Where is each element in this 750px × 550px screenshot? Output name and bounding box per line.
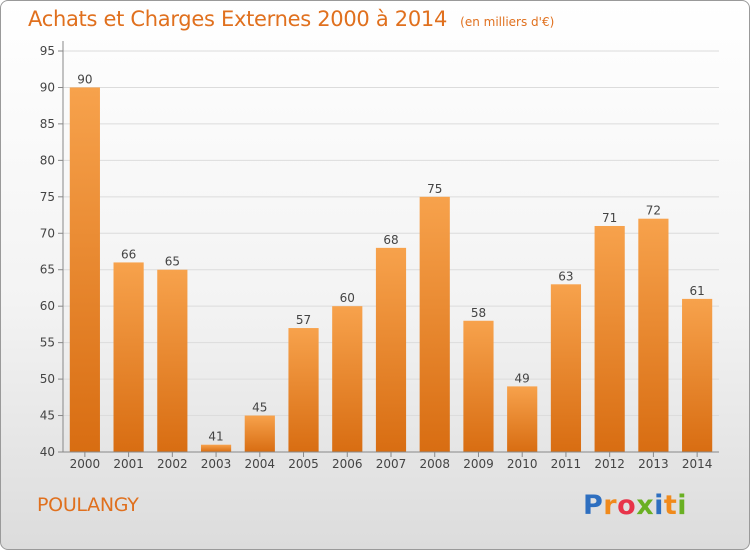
bar [332, 306, 363, 452]
x-tick-label: 2011 [551, 457, 582, 471]
bars: 90 66 65 41 45 57 60 68 75 58 49 63 71 72 61 [69, 72, 713, 453]
y-tick-label: 95 [40, 44, 55, 58]
bar [463, 320, 494, 452]
bar [69, 87, 100, 453]
logo-letter: i [677, 490, 688, 521]
y-tick-label: 80 [40, 153, 55, 167]
chart-title-text: Achats et Charges Externes 2000 à 2014 [28, 7, 448, 31]
x-tick-label: 2007 [376, 457, 407, 471]
y-tick-label: 75 [40, 190, 55, 204]
bar-value-label: 90 [77, 72, 92, 86]
bar-value-label: 63 [558, 269, 573, 283]
bar-value-label: 75 [427, 182, 442, 196]
bar-value-label: 49 [515, 371, 530, 385]
x-tick-label: 2013 [638, 457, 669, 471]
chart-unit: (en milliers d'€) [460, 15, 555, 29]
x-tick-label: 2008 [419, 457, 450, 471]
x-tick-label: 2010 [507, 457, 538, 471]
bar [638, 218, 669, 452]
y-tick-label: 40 [40, 445, 55, 459]
bar [419, 196, 450, 452]
bar [550, 284, 582, 452]
bar-value-label: 61 [689, 284, 704, 298]
x-tick-label: 2012 [594, 457, 625, 471]
logo-letter: x [636, 490, 655, 521]
y-tick-label: 50 [40, 372, 55, 386]
logo-letter: t [663, 490, 678, 521]
x-tick-label: 2006 [332, 457, 363, 471]
chart-title: Achats et Charges Externes 2000 à 2014 (… [28, 7, 554, 31]
bar-value-label: 57 [296, 313, 311, 327]
x-tick-label: 2005 [288, 457, 319, 471]
bar [113, 262, 144, 452]
bar [682, 298, 713, 452]
bar-value-label: 68 [383, 233, 398, 247]
logo-letter: r [603, 490, 618, 521]
bar [594, 225, 625, 452]
y-tick-label: 55 [40, 336, 55, 350]
bar-value-label: 60 [340, 291, 355, 305]
y-tick-label: 60 [40, 299, 55, 313]
bar-value-label: 41 [208, 430, 223, 444]
bar [244, 415, 275, 452]
axes: 40 45 50 55 60 65 70 75 80 85 90 95 2000 2001 2002 2003… [40, 41, 719, 471]
x-tick-label: 2014 [682, 457, 713, 471]
y-tick-label: 90 [40, 80, 55, 94]
x-tick-label: 2009 [463, 457, 494, 471]
logo-letter: o [617, 490, 637, 521]
y-tick-label: 85 [40, 117, 55, 131]
logo-letter: P [583, 490, 604, 521]
commune-name: POULANGY [37, 494, 139, 516]
y-tick-label: 70 [40, 226, 55, 240]
x-tick-label: 2003 [201, 457, 232, 471]
proxiti-logo: Proxiti [583, 490, 687, 521]
y-tick-label: 65 [40, 263, 55, 277]
logo-letter: i [654, 490, 664, 521]
bar-value-label: 45 [252, 401, 267, 415]
x-tick-label: 2002 [157, 457, 188, 471]
bar [200, 444, 232, 452]
bar-value-label: 65 [165, 255, 180, 269]
y-tick-label: 45 [40, 409, 55, 423]
x-tick-label: 2000 [70, 457, 101, 471]
bar [288, 328, 319, 452]
bar [507, 386, 538, 452]
bar-value-label: 58 [471, 306, 486, 320]
bar-value-label: 72 [646, 204, 661, 218]
bar-value-label: 66 [121, 247, 136, 261]
bar [375, 247, 407, 452]
bar-value-label: 71 [602, 211, 617, 225]
x-tick-label: 2004 [245, 457, 276, 471]
x-tick-label: 2001 [113, 457, 144, 471]
bar [157, 269, 188, 452]
